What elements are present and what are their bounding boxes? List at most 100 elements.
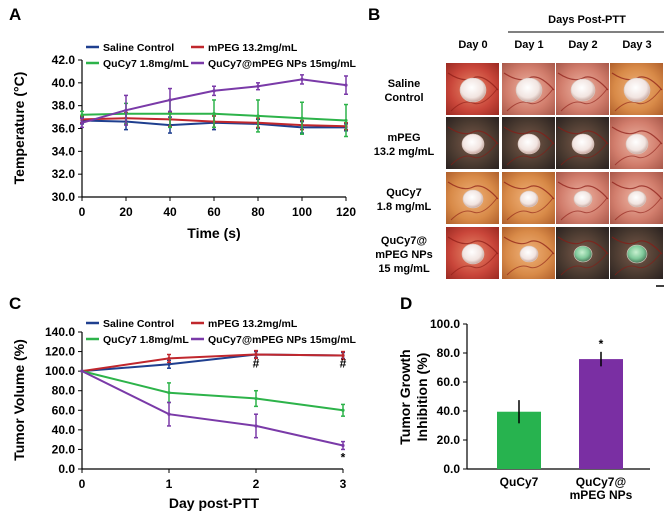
- photo-tumor: [570, 78, 596, 102]
- photo-vessel: [560, 142, 608, 166]
- panel-b-photo-grid: Days Post-PTT Day 0 Day 1 Day 2 Day 3 Salin…: [374, 14, 664, 287]
- panel-c-x-tick-label: 2: [253, 477, 260, 491]
- panel-a-point-qucy7-mpeg-nps-15mg-ml: [168, 98, 172, 102]
- panel-c-y-tick-label: 80.0: [52, 384, 76, 398]
- photo-vessel: [557, 72, 609, 91]
- photo-tumor: [519, 190, 539, 208]
- photo-tumor: [627, 190, 647, 208]
- panel-c-x-tick-label: 1: [166, 477, 173, 491]
- panel-d-inhibition-chart: 0.0 20.0 40.0 60.0 80.0 100.0 * QuCy7 QuCy7@mP…: [397, 317, 650, 502]
- panel-a-legend-label-saline-control: Saline Control: [103, 42, 174, 54]
- panel-a-legend-label-mpeg-13-2mg-ml: mPEG 13.2mg/mL: [208, 42, 298, 54]
- panel-c-point-qucy7-mpeg-nps-15mg-ml: [167, 412, 171, 416]
- photo-vessel: [611, 126, 663, 145]
- panel-c-y-tick-label: 60.0: [52, 403, 76, 417]
- photo-tumor: [519, 245, 539, 263]
- panel-c-point-qucy7-1-8mg-ml: [254, 396, 258, 401]
- panel-c-legend-label-mpeg-13-2mg-ml: mPEG 13.2mg/mL: [208, 318, 298, 330]
- photo-tumor: [461, 133, 485, 155]
- photo-column-label: Day 3: [622, 39, 651, 51]
- photo-vessel: [450, 252, 498, 276]
- photo-tumor: [517, 133, 541, 155]
- photo-column-label: Day 0: [458, 39, 487, 51]
- panel-a-point-qucy7-mpeg-nps-15mg-ml: [344, 83, 348, 87]
- panel-a-legend-label-qucy7-mpeg-nps-15mg-ml: QuCy7@mPEG NPs 15mg/mL: [208, 58, 357, 70]
- panel-a-point-qucy7-mpeg-nps-15mg-ml: [80, 121, 84, 125]
- photo-vessel: [503, 181, 555, 200]
- panel-a-point-qucy7-1-8mg-ml: [168, 112, 172, 116]
- panel-a-y-tick-label: 30.0: [52, 190, 76, 204]
- photo-vessel: [557, 236, 609, 255]
- photo-vessel: [506, 88, 554, 112]
- panel-c-y-tick-label: 100.0: [45, 364, 75, 378]
- photo-tile: [502, 227, 555, 279]
- panel-a-x-tick-label: 120: [336, 205, 356, 219]
- panel-a-x-tick-label: 40: [163, 205, 177, 219]
- panel-a-legend-label-qucy7-1-8mg-ml: QuCy7 1.8mg/mL: [103, 58, 189, 70]
- photo-tile: [610, 63, 663, 115]
- photo-tumor: [626, 244, 648, 264]
- panel-d-y-title-line-2: Inhibition (%): [414, 353, 430, 442]
- photo-vessel: [560, 88, 608, 112]
- panel-d-y-title-line-1: Tumor Growth: [397, 349, 413, 444]
- panel-c-y-tick-label: 40.0: [52, 423, 76, 437]
- photo-tumor: [515, 77, 543, 103]
- photo-row-label: QuCy7: [386, 187, 421, 199]
- photo-vessel: [447, 236, 499, 255]
- panel-a-point-qucy7-mpeg-nps-15mg-ml: [124, 108, 128, 112]
- panel-a-temperature-chart: 30.0 32.0 34.0 36.0 38.0 40.0 42.0 0 20 40 60 80 10…: [11, 42, 357, 241]
- panel-a-y-tick-label: 42.0: [52, 53, 76, 67]
- panel-d-y-tick-label: 80.0: [437, 346, 461, 360]
- panel-c-point-mpeg-13-2mg-ml: [341, 353, 345, 358]
- photo-vessel: [560, 252, 608, 276]
- photo-tile: [610, 172, 663, 224]
- panel-a-point-qucy7-1-8mg-ml: [344, 118, 348, 123]
- photo-tile: [446, 172, 499, 224]
- photo-row-label: 1.8 mg/mL: [377, 201, 432, 213]
- panel-a-y-tick-label: 40.0: [52, 76, 76, 90]
- photo-vessel: [614, 252, 662, 276]
- photo-row-label: Saline: [388, 78, 420, 90]
- panel-d-category-label: mPEG NPs: [570, 488, 633, 502]
- panel-a-x-tick-label: 80: [251, 205, 265, 219]
- panel-c-legend-label-qucy7-1-8mg-ml: QuCy7 1.8mg/mL: [103, 334, 189, 346]
- photo-tile: [610, 227, 663, 279]
- photo-row-label: QuCy7@: [381, 235, 427, 247]
- panel-c-y-title: Tumor Volume (%): [11, 339, 27, 461]
- panel-c-point-qucy7-mpeg-nps-15mg-ml: [341, 443, 345, 448]
- panel-a-point-qucy7-1-8mg-ml: [212, 112, 216, 116]
- panel-c-x-tick-label: 0: [79, 477, 86, 491]
- panel-d-category-label: QuCy7@: [576, 475, 626, 489]
- panel-c-y-tick-label: 0.0: [58, 462, 75, 476]
- photo-row-label: 15 mg/mL: [378, 263, 430, 275]
- photo-row-label: mPEG: [387, 132, 420, 144]
- panel-c-x-tick-label: 3: [340, 477, 347, 491]
- photo-tumor: [461, 243, 485, 265]
- panel-d-bar-qucy7-mpeg-nps: [579, 359, 623, 469]
- panel-a-point-qucy7-mpeg-nps-15mg-ml: [300, 77, 304, 82]
- panel-c-point-qucy7-1-8mg-ml: [341, 408, 345, 412]
- photo-tumor: [462, 189, 484, 209]
- photo-vessel: [450, 197, 498, 221]
- panel-a-point-qucy7-1-8mg-ml: [256, 114, 260, 118]
- panel-a-point-qucy7-mpeg-nps-15mg-ml: [256, 84, 260, 88]
- photo-vessel: [447, 126, 499, 145]
- photo-column-label: Day 2: [568, 39, 597, 51]
- panel-a-y-tick-label: 32.0: [52, 167, 76, 181]
- panel-a-x-tick-label: 60: [207, 205, 221, 219]
- panel-d-asterisk: *: [599, 337, 604, 351]
- photo-vessel: [611, 236, 663, 255]
- panel-c-point-qucy7-mpeg-nps-15mg-ml: [80, 369, 84, 373]
- photo-vessel: [503, 126, 555, 145]
- photo-tile: [502, 63, 555, 115]
- photo-tumor: [573, 190, 593, 208]
- photo-tile: [556, 172, 609, 224]
- photo-vessel: [614, 197, 662, 221]
- photo-tile: [556, 117, 609, 169]
- photo-vessel: [557, 126, 609, 145]
- photo-vessel: [450, 142, 498, 166]
- panel-d-y-tick-label: 40.0: [437, 404, 461, 418]
- panel-letter-d: D: [400, 294, 412, 313]
- photo-vessel: [560, 197, 608, 221]
